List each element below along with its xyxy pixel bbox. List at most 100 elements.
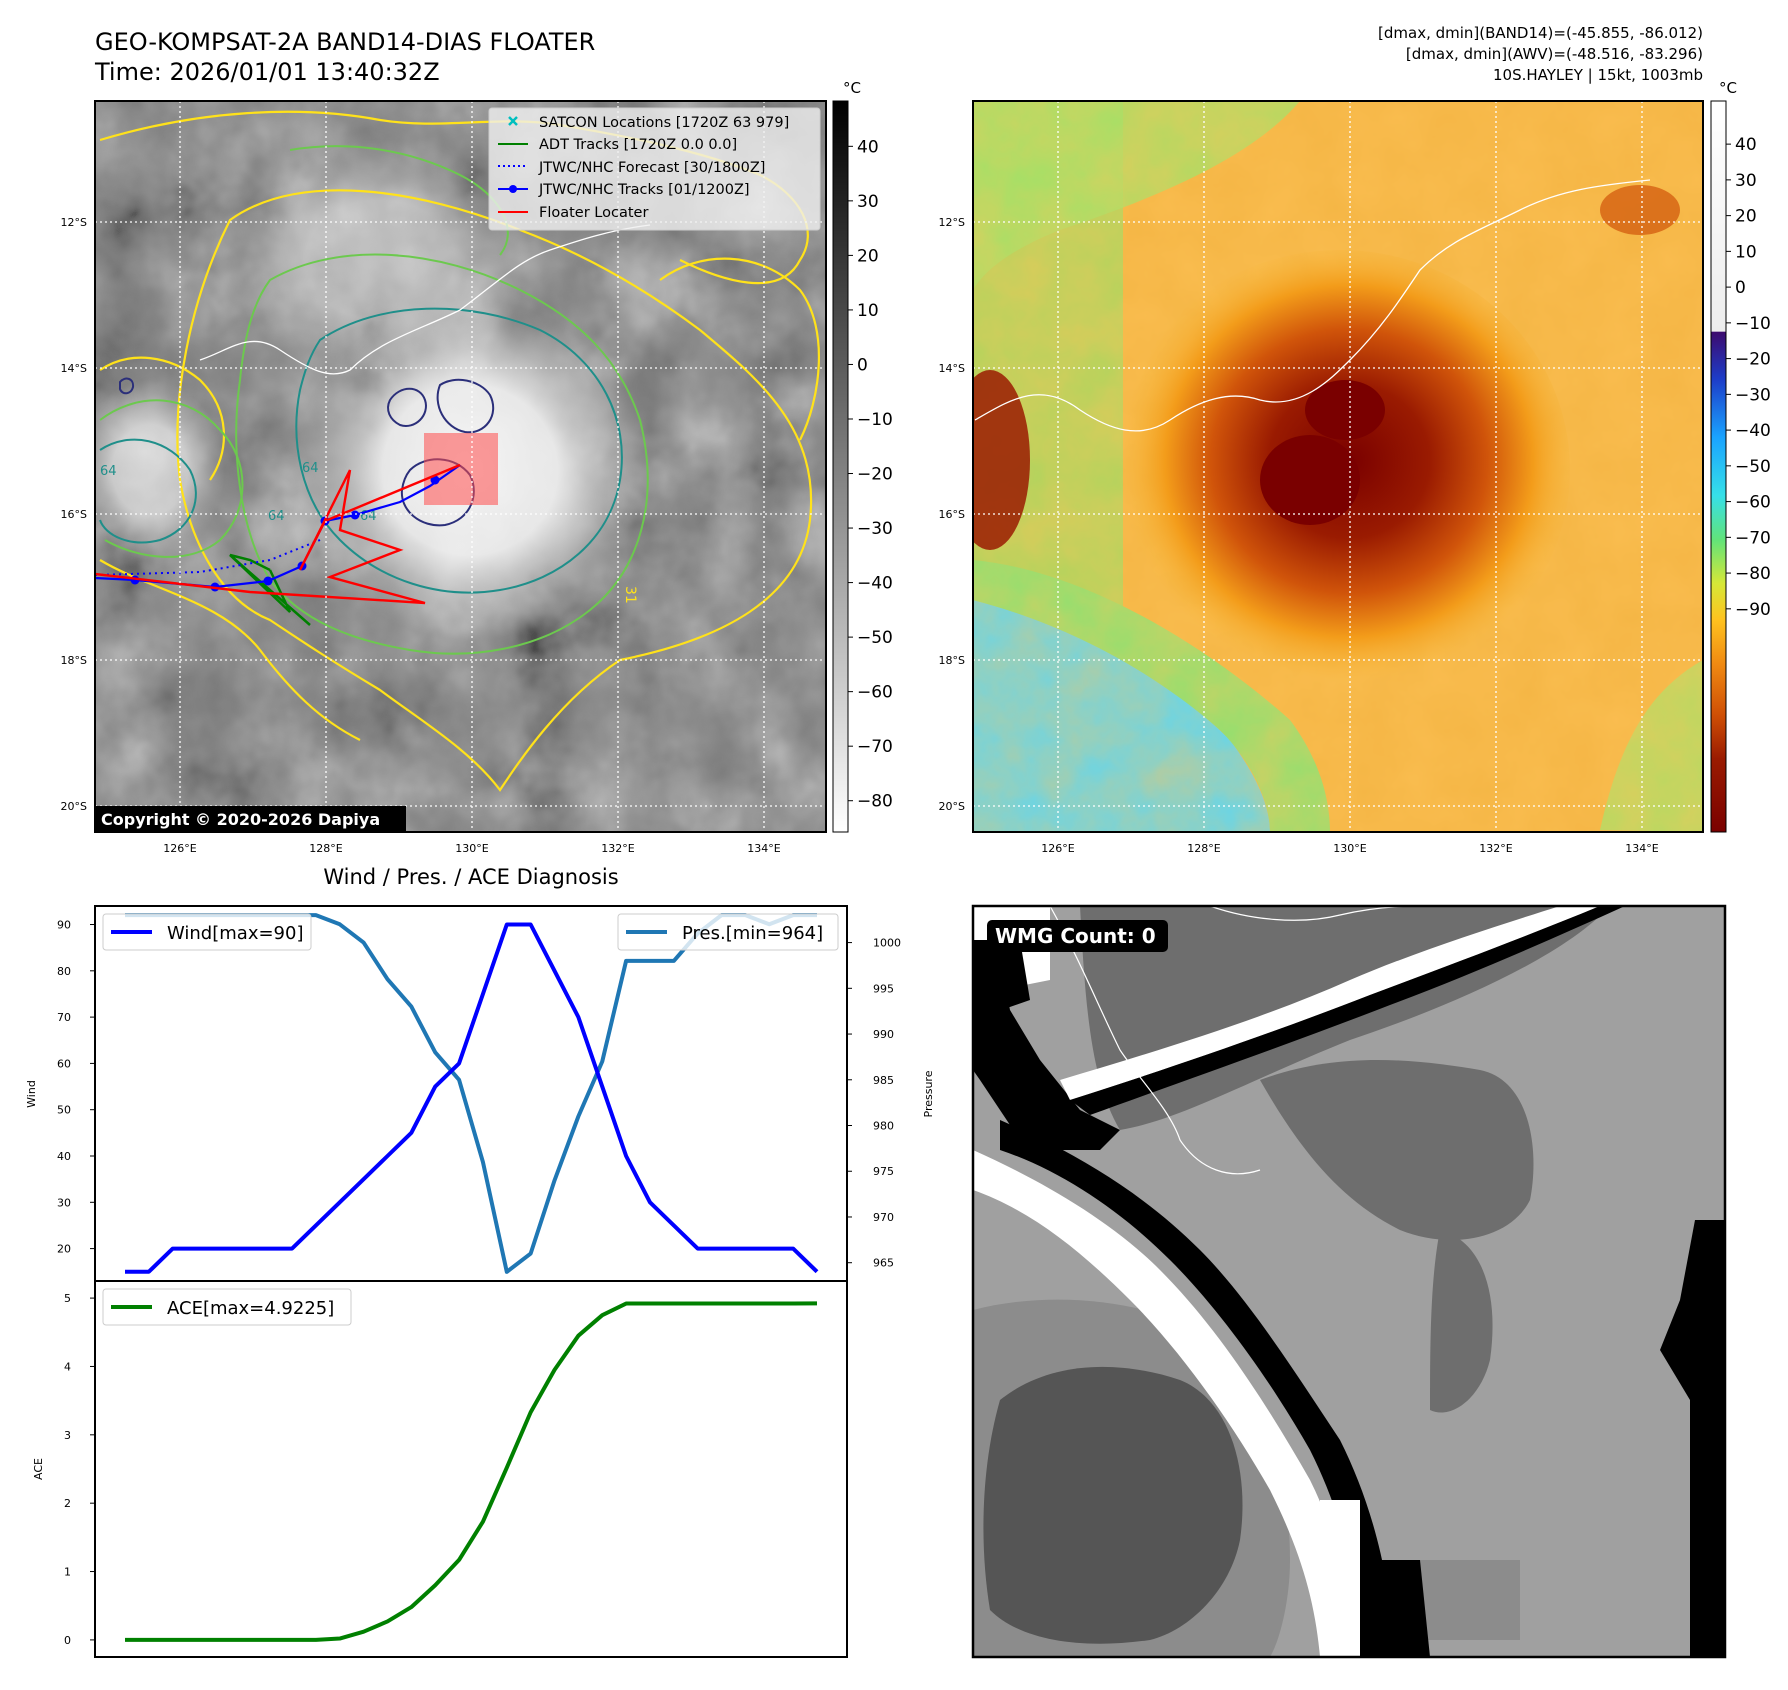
ir-lat-label: 14°S (61, 362, 87, 375)
pressure-tick-label: 985 (873, 1074, 894, 1087)
ir-colorbar-tick-label: 0 (857, 355, 868, 375)
wmg-panel (973, 906, 1725, 1657)
ir-colorbar-tick-label: −80 (857, 792, 893, 812)
legend-label-forecast: JTWC/NHC Forecast [30/1800Z] (538, 160, 765, 176)
ir-colorbar-tick-label: −20 (857, 465, 893, 485)
color-map-ne-cold (1600, 185, 1680, 235)
wind-yticks: 20 30 40 50 60 70 80 90 (57, 919, 95, 1256)
ace-tick-label: 1 (64, 1566, 71, 1579)
pressure-tick-label: 970 (873, 1211, 894, 1224)
wmg-s-white (1320, 1500, 1360, 1657)
wmg-ring-black-a (973, 960, 1120, 1150)
ace-legend-box (102, 1288, 352, 1326)
info-line2: [dmax, dmin](AWV)=(-48.516, -83.296) (1406, 45, 1703, 63)
wmg-count-badge: WMG Count: 0 (987, 920, 1168, 952)
color-lon-label: 130°E (1333, 842, 1366, 855)
ir-lon-label: 130°E (455, 842, 488, 855)
ir-colorbar-tick-label: −60 (857, 683, 893, 703)
ir-colorbar-tick-label: −30 (857, 519, 893, 539)
contour-label-3: 64 (302, 461, 319, 476)
title-line1: GEO-KOMPSAT-2A BAND14-DIAS FLOATER (95, 28, 595, 56)
ir-lat-label: 18°S (61, 654, 87, 667)
map-legend: SATCON Locations [1720Z 63 979] ADT Trac… (488, 107, 821, 231)
ace-plot-area (94, 1280, 848, 1658)
color-colorbar-tick-label: 0 (1735, 278, 1746, 298)
color-lat-label: 12°S (939, 216, 965, 229)
color-colorbar-ticks: 40 30 20 10 0 −10 −20 −30 −40 −50 −60 −70 −80 −90 (1726, 135, 1771, 620)
ir-lat-labels: 12°S 14°S 16°S 18°S 20°S (61, 216, 87, 813)
color-map-frame (972, 100, 1704, 833)
contour-green-w (99, 399, 244, 558)
legend-label-adt: ADT Tracks [1720Z 0.0 0.0] (539, 137, 737, 153)
contour-teal-main (295, 307, 623, 594)
color-map-west-cold (973, 370, 1030, 550)
legend-label-satcon: SATCON Locations [1720Z 63 979] (539, 115, 789, 131)
ir-lon-label: 134°E (747, 842, 780, 855)
ir-colorbar-tick-label: −50 (857, 628, 893, 648)
color-lon-label: 128°E (1187, 842, 1220, 855)
ace-legend: ACE[max=4.9225] (102, 1288, 352, 1326)
color-lat-label: 20°S (939, 800, 965, 813)
color-colorbar-bar (1710, 100, 1727, 833)
wind-legend-box (102, 913, 312, 951)
wmg-count-text: WMG Count: 0 (995, 924, 1156, 948)
color-lon-label: 126°E (1041, 842, 1074, 855)
track-point (263, 576, 273, 586)
ir-coastline (199, 224, 651, 375)
contour-yellow-w (99, 356, 226, 481)
ir-colorbar: °C 40 30 20 10 0 −10 −20 −30 −40 −50 −60 −70 −80 (832, 79, 893, 833)
color-colorbar-unit: °C (1719, 79, 1737, 97)
color-colorbar-tick-label: −10 (1735, 314, 1771, 334)
color-colorbar-tick-label: −80 (1735, 564, 1771, 584)
contour-teal-w (99, 438, 197, 544)
legend-marker-satcon (508, 116, 518, 126)
map-legend-box (488, 107, 821, 231)
wmg-frame (971, 904, 1727, 1659)
wmg-east-dark (1430, 1230, 1493, 1413)
ir-colorbar-tick-label: 30 (857, 192, 879, 212)
ir-colorbar-tick-label: −40 (857, 574, 893, 594)
color-lat-labels: 12°S 14°S 16°S 18°S 20°S (939, 216, 965, 813)
color-colorbar-tick-label: 40 (1735, 135, 1757, 155)
wmg-nw-black (973, 940, 1030, 1020)
contour-navy-ring-a (387, 387, 427, 427)
ir-lon-label: 126°E (163, 842, 196, 855)
color-colorbar-tick-label: −50 (1735, 457, 1771, 477)
wmg-sw-dark (983, 1366, 1243, 1644)
wind-pres-chart: Wind Pressure 20 30 40 50 60 70 80 90 965 970 975… (25, 905, 935, 1282)
ace-series-line (125, 1301, 818, 1642)
color-colorbar: °C 40 30 20 10 0 −10 −20 −30 −40 −50 −60 −70 −80 −90 (1710, 79, 1771, 833)
wind-legend-label: Wind[max=90] (167, 923, 304, 944)
title-line2: Time: 2026/01/01 13:40:32Z (94, 58, 440, 86)
ir-colorbar-unit: °C (843, 79, 861, 97)
wind-tick-label: 20 (57, 1243, 71, 1256)
color-lat-label: 18°S (939, 654, 965, 667)
ir-map-frame (94, 100, 827, 833)
contour-teal-group (99, 307, 623, 594)
ace-yticks: 0 1 2 3 4 5 (64, 1292, 95, 1647)
color-map-coastline (974, 179, 1651, 432)
info-line3: 10S.HAYLEY | 15kt, 1003mb (1493, 66, 1703, 84)
contour-navy-ring-d (119, 377, 135, 395)
wind-tick-label: 40 (57, 1150, 71, 1163)
ace-tick-label: 4 (64, 1360, 71, 1373)
adt-tracks (229, 553, 311, 626)
ir-lon-label: 132°E (601, 842, 634, 855)
pressure-axis-label: Pressure (922, 1070, 935, 1117)
ace-tick-label: 2 (64, 1497, 71, 1510)
wind-tick-label: 50 (57, 1104, 71, 1117)
track-point (350, 510, 360, 520)
ace-legend-label: ACE[max=4.9225] (167, 1298, 334, 1319)
contour-navy-ring-b (436, 378, 495, 434)
wmg-east-black (1660, 1220, 1725, 1657)
info-line1: [dmax, dmin](BAND14)=(-45.855, -86.012) (1378, 24, 1703, 42)
copyright-badge: Copyright © 2020-2026 Dapiya (95, 806, 406, 832)
wmg-s-black (1360, 1560, 1430, 1657)
ir-lat-label: 12°S (61, 216, 87, 229)
contour-label-1: 64 (100, 464, 117, 479)
contour-green-main (235, 253, 649, 655)
pressure-tick-label: 975 (873, 1165, 894, 1178)
wind-series-line (125, 922, 819, 1274)
pressure-yticks: 965 970 975 980 985 990 995 1000 (847, 937, 901, 1270)
